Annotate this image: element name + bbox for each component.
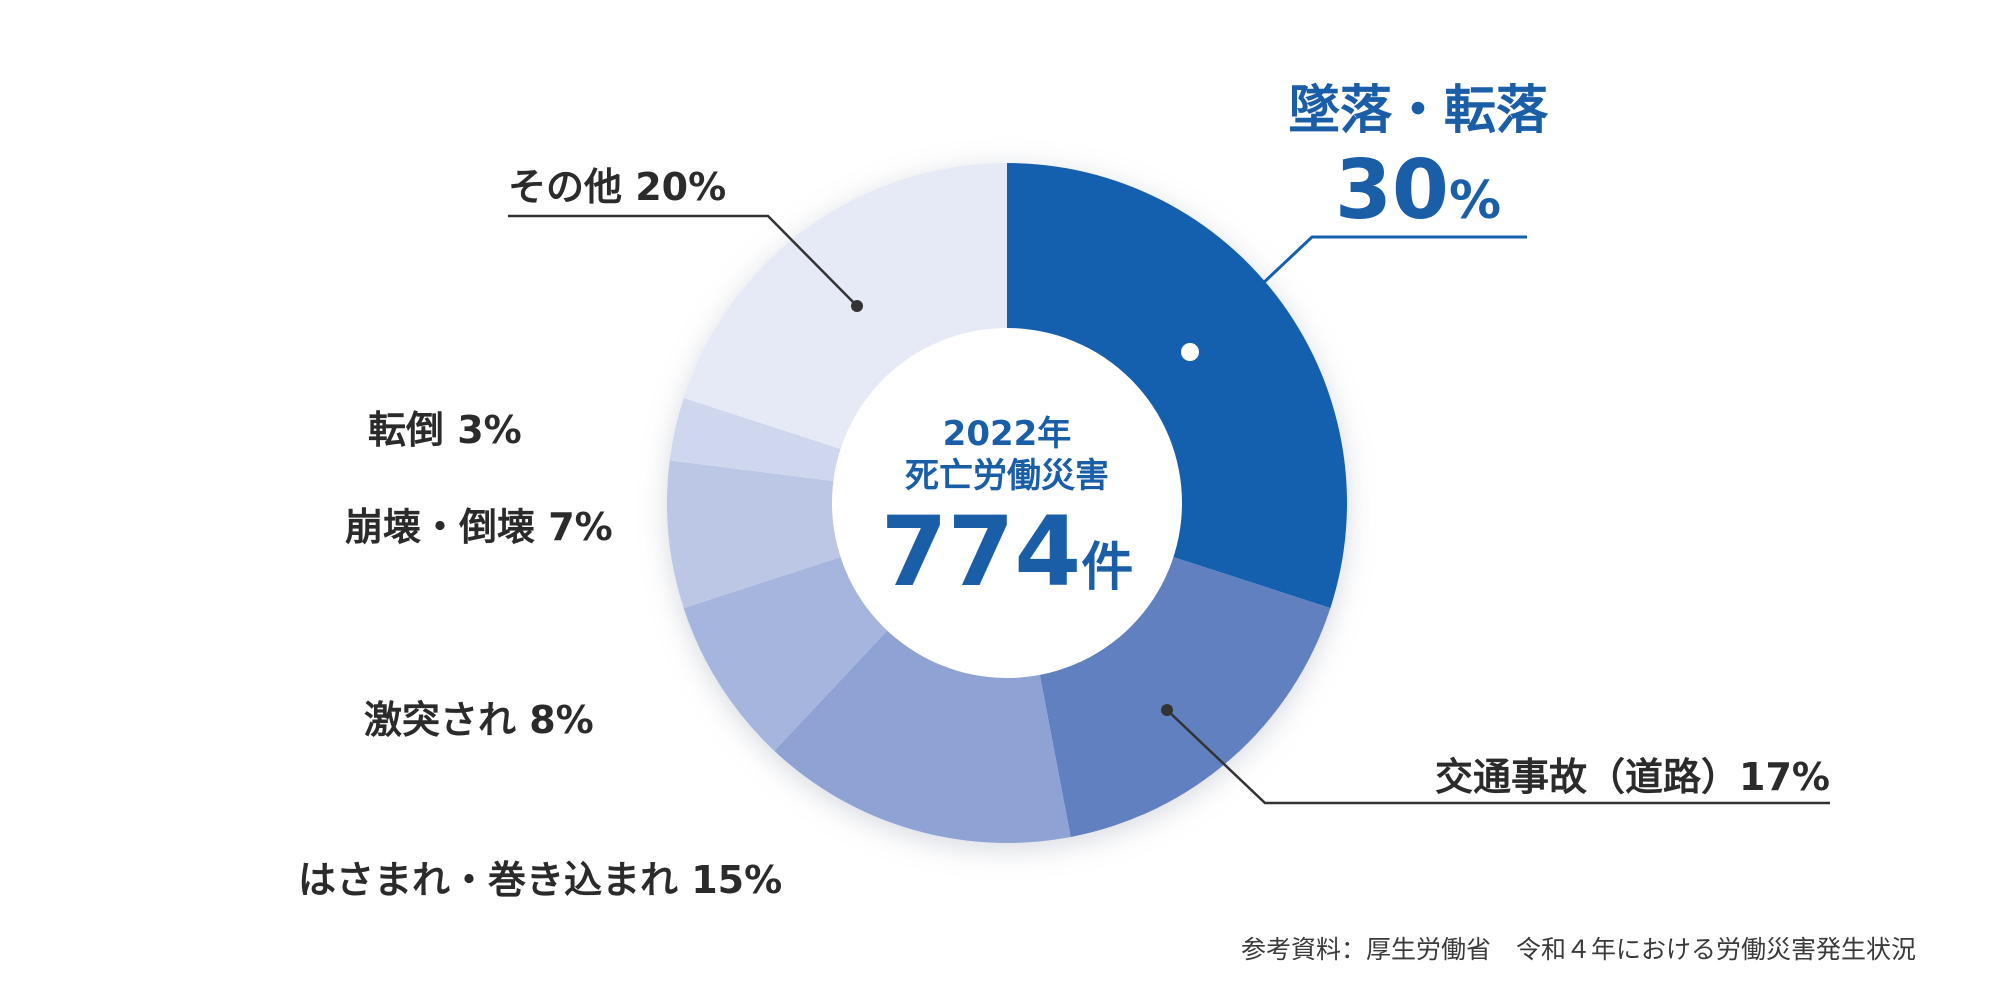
label-fall-percent-sign: % <box>1449 171 1501 231</box>
label-struck: 激突され 8% <box>364 698 594 742</box>
leader-marker-traffic <box>1161 704 1173 716</box>
leader-line-traffic <box>1166 709 1830 805</box>
leader-marker-other <box>851 300 863 312</box>
leader-line-fall <box>1188 235 1527 354</box>
center-total: 774件 <box>881 496 1133 608</box>
leader-marker-fall <box>1177 339 1203 365</box>
center-total-unit: 件 <box>1081 538 1133 598</box>
label-fall-percent: 30% <box>1335 143 1501 238</box>
label-fall-value: 30 <box>1335 143 1449 238</box>
label-other: その他 20% <box>508 165 726 209</box>
center-total-value: 774 <box>881 496 1081 608</box>
center-subtitle: 死亡労働災害 <box>905 456 1109 496</box>
label-slip: 転倒 3% <box>368 408 522 452</box>
label-fall-name: 墜落・転落 <box>1288 81 1549 141</box>
label-collapse: 崩壊・倒壊 7% <box>345 505 613 549</box>
label-caught: はさまれ・巻き込まれ 15% <box>298 858 782 902</box>
center-year: 2022年 <box>943 414 1072 454</box>
source-note: 参考資料：厚生労働省 令和４年における労働災害発生状況 <box>1241 935 1916 964</box>
label-traffic: 交通事故（道路）17% <box>1435 755 1830 799</box>
leader-line-other <box>508 214 858 307</box>
donut-hole <box>832 328 1182 678</box>
